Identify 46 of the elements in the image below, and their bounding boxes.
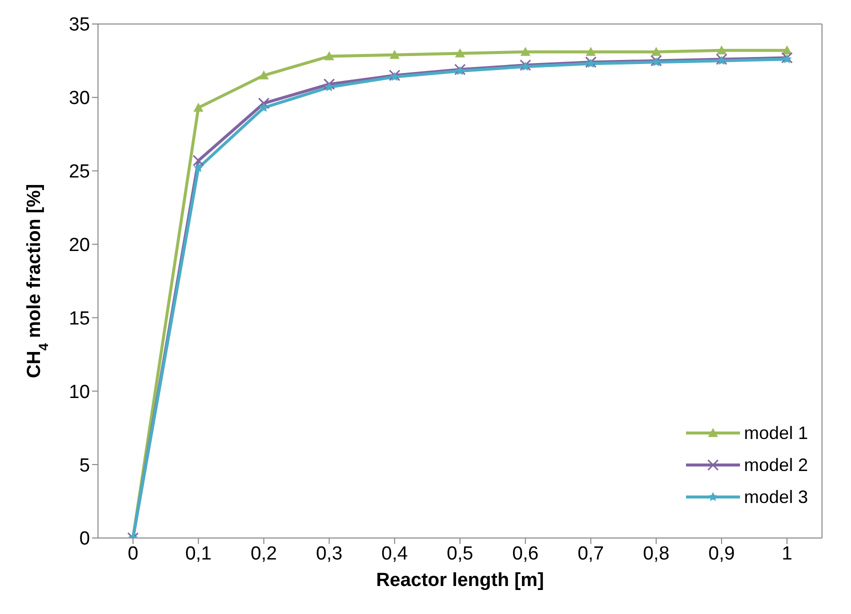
y-tick-label: 15 [68,308,90,330]
point [520,62,530,71]
legend-label: model 1 [744,422,808,444]
y-tick-label: 25 [68,162,90,183]
x-tick-label: 0 [128,543,138,564]
legend-label: model 3 [744,486,808,508]
y-tick-label: 30 [68,88,90,110]
point [650,54,662,66]
point [258,98,270,110]
point [651,46,662,56]
x-tick-label: 0,3 [316,543,342,564]
point [323,78,335,90]
point [520,46,530,56]
point [520,59,532,71]
point [324,51,334,60]
y-tick-label: 10 [68,382,90,403]
point [259,102,269,112]
point [586,58,596,68]
point [258,70,269,80]
x-tick-label: 0,1 [185,543,212,564]
x-tick-label: 0,4 [381,543,408,564]
y-tick-label: 0 [79,528,90,550]
point [585,56,597,68]
point [192,154,204,166]
point [324,82,334,92]
point [651,57,661,66]
point [782,45,792,54]
x-axis-title: Reactor length [m] [376,570,544,591]
x-tick-label: 0,5 [446,543,474,564]
point [194,162,204,172]
point [390,50,400,59]
point [716,45,727,54]
y-tick-label: 35 [68,14,90,36]
x-tick-label: 0,9 [708,543,735,564]
legend-label: model 2 [744,454,808,476]
x-tick-label: 0,8 [642,543,670,564]
y-tick-label: 5 [79,455,90,476]
x-tick-label: 0,6 [512,543,539,564]
point [716,53,728,65]
y-tick-label: 20 [68,235,90,256]
point [193,102,204,112]
x-tick-label: 1 [782,543,792,564]
point [586,46,596,56]
x-tick-label: 0,2 [250,543,278,564]
point [455,48,465,58]
x-tick-label: 0,7 [578,543,604,564]
